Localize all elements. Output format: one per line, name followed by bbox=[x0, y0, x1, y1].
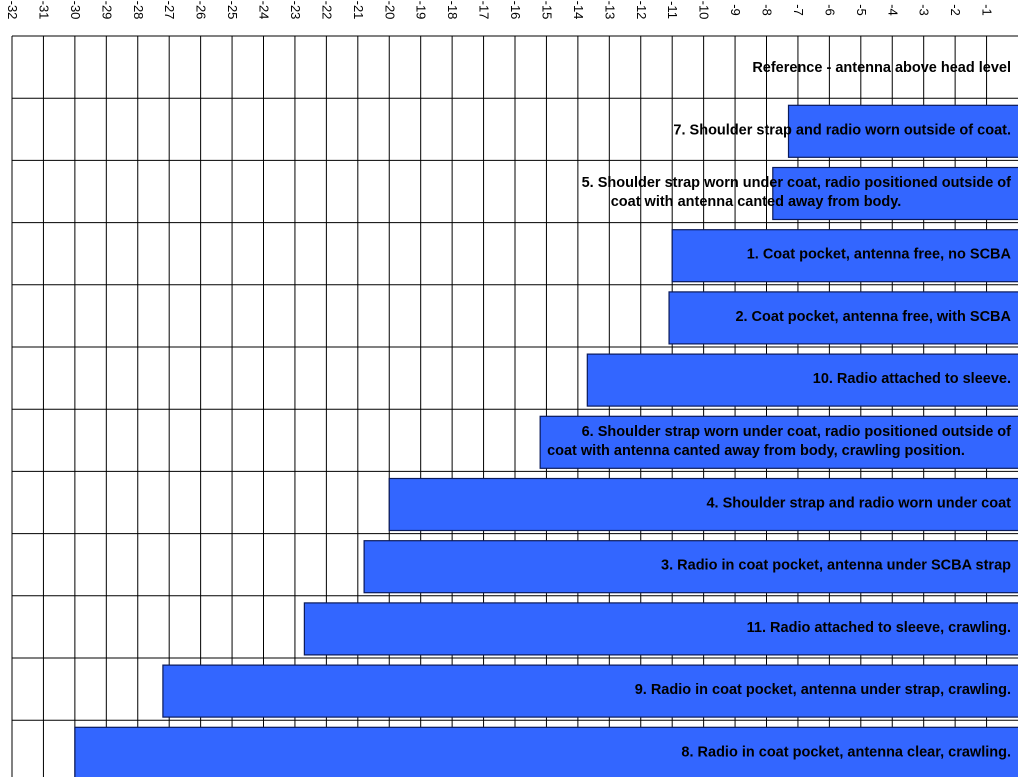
x-tick-label: -26 bbox=[194, 1, 209, 20]
x-tick-label: -21 bbox=[351, 1, 366, 20]
x-tick-label: -16 bbox=[508, 1, 523, 20]
x-tick-label: -14 bbox=[571, 1, 586, 20]
x-tick-label: -9 bbox=[728, 4, 743, 16]
x-tick-label: -25 bbox=[225, 1, 240, 20]
x-tick-label: -4 bbox=[885, 4, 900, 16]
x-tick-label: -2 bbox=[948, 4, 963, 16]
bar-label: 5. Shoulder strap worn under coat, radio… bbox=[582, 175, 1012, 191]
bar-label: 7. Shoulder strap and radio worn outside… bbox=[673, 122, 1011, 138]
x-tick-label: -1 bbox=[980, 4, 995, 16]
bar bbox=[162, 664, 1018, 718]
x-tick-label: -15 bbox=[539, 1, 554, 20]
bar-label: 9. Radio in coat pocket, antenna under s… bbox=[635, 682, 1011, 698]
x-tick-label: -3 bbox=[917, 4, 932, 16]
bar bbox=[586, 353, 1018, 407]
bar bbox=[74, 726, 1018, 777]
x-tick-label: -11 bbox=[665, 1, 680, 19]
x-tick-label: -12 bbox=[634, 1, 649, 20]
x-tick-label: -17 bbox=[477, 1, 492, 20]
bar-label: Reference - antenna above head level bbox=[752, 60, 1011, 76]
x-tick-label: -22 bbox=[319, 1, 334, 20]
bar-label: coat with antenna canted away from body,… bbox=[547, 443, 965, 459]
bar-label: 2. Coat pocket, antenna free, with SCBA bbox=[735, 309, 1011, 325]
bar-label: 1. Coat pocket, antenna free, no SCBA bbox=[747, 247, 1012, 263]
x-tick-label: -27 bbox=[162, 1, 177, 20]
x-tick-label: -19 bbox=[414, 1, 429, 20]
bar bbox=[787, 104, 1018, 158]
bar bbox=[388, 477, 1018, 532]
bar bbox=[772, 166, 1018, 221]
bar bbox=[671, 229, 1018, 283]
x-tick-label: -7 bbox=[791, 4, 806, 16]
bars bbox=[74, 104, 1018, 777]
x-axis-ticks: -32 -31 -30 -29 -28 -27 -26 -25 -24 -23 -22 -21 -20 -… bbox=[5, 1, 995, 20]
bar-label: 10. Radio attached to sleeve. bbox=[813, 371, 1011, 387]
bar-label: 3. Radio in coat pocket, antenna under S… bbox=[661, 558, 1011, 574]
x-tick-label: -32 bbox=[5, 1, 20, 20]
x-tick-label: -23 bbox=[288, 1, 303, 20]
x-tick-label: -28 bbox=[131, 1, 146, 20]
x-tick-label: -30 bbox=[68, 1, 83, 20]
x-tick-label: -8 bbox=[760, 4, 775, 16]
bar-label: 11. Radio attached to sleeve, crawling. bbox=[747, 620, 1011, 636]
bar bbox=[303, 602, 1018, 656]
x-tick-label: -29 bbox=[99, 1, 114, 20]
bar bbox=[539, 415, 1018, 469]
bar-label: 6. Shoulder strap worn under coat, radio… bbox=[582, 424, 1012, 440]
bar bbox=[363, 540, 1018, 594]
bar bbox=[668, 291, 1018, 345]
x-tick-label: -13 bbox=[602, 1, 617, 20]
x-tick-label: -31 bbox=[36, 1, 51, 20]
bar-label: 4. Shoulder strap and radio worn under c… bbox=[706, 496, 1011, 512]
x-tick-label: -6 bbox=[822, 4, 837, 16]
bar-labels: Reference - antenna above head level 7. S… bbox=[547, 60, 1011, 760]
x-tick-label: -24 bbox=[257, 1, 272, 20]
bar-label: coat with antenna canted away from body. bbox=[611, 194, 902, 210]
x-tick-label: -18 bbox=[445, 1, 460, 20]
x-tick-label: -5 bbox=[854, 4, 869, 16]
x-tick-label: -10 bbox=[697, 1, 712, 20]
x-tick-label: -20 bbox=[382, 1, 397, 20]
bar-label: 8. Radio in coat pocket, antenna clear, … bbox=[681, 744, 1011, 760]
